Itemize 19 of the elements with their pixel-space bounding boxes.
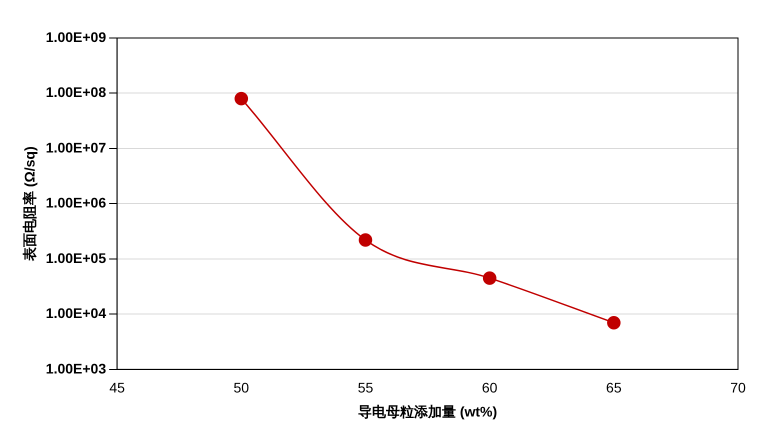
point (358, 233, 372, 247)
point (234, 92, 248, 106)
x-tick-label: 65 (606, 380, 622, 396)
y-tick-label: 1.00E+05 (46, 250, 106, 266)
y-tick-label: 1.00E+03 (46, 360, 106, 376)
x-tick-label: 70 (730, 380, 746, 396)
y-tick-label: 1.00E+08 (46, 84, 106, 100)
y-tick-label: 1.00E+04 (46, 305, 106, 322)
y-tick-label: 1.00E+06 (46, 194, 106, 211)
point (482, 271, 496, 285)
point (607, 316, 621, 330)
x-tick-label: 45 (109, 380, 126, 396)
x-tick-label: 50 (234, 380, 250, 396)
x-tick-label: 55 (358, 380, 374, 396)
y-tick-label: 1.00E+07 (46, 139, 106, 156)
y-axis-title: 表面电阻率 (Ω/sq) (21, 146, 38, 262)
x-tick-label: 60 (482, 380, 498, 396)
y-tick-label: 1.00E+09 (46, 28, 106, 45)
x-axis-title: 导电母粒添加量 (wt%) (358, 403, 498, 420)
